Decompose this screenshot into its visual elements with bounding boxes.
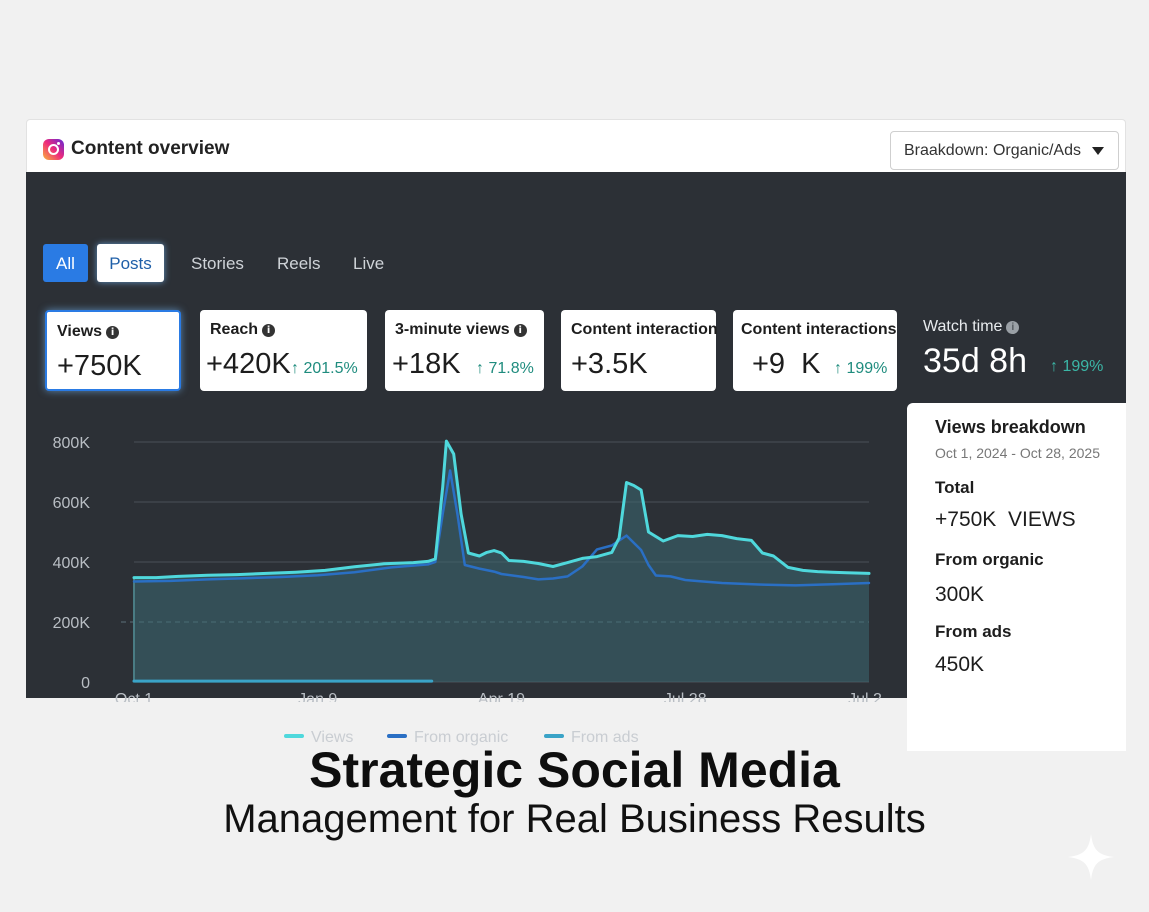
kpi-card-views[interactable]: Views i +750K [45, 310, 181, 391]
kpi-value: +9 K [752, 348, 821, 380]
x-tick-label: Apr 19 [478, 691, 525, 702]
kpi-delta: ↑ 71.8% [476, 360, 534, 377]
panel-header: Content overview Braakdown: Organic/Ads [26, 119, 1126, 172]
watch-time-value: 35d 8h [923, 342, 1027, 380]
tab-stories[interactable]: Stories [191, 254, 244, 273]
kpi-label: Reach i [210, 321, 276, 339]
total-value: +750K VIEWS [935, 508, 1076, 531]
headline: Strategic Social Media [309, 742, 840, 798]
kpi-value: +420K [206, 348, 291, 380]
dashboard-body: All Posts Stories Reels Live Views i +750… [26, 172, 1126, 751]
kpi-value: +3.5K [571, 348, 648, 380]
x-tick-label: Oct 1 [115, 691, 153, 702]
kpi-card-content-interaction[interactable]: Content interaction +3.5K [561, 310, 718, 391]
legend-swatch [544, 734, 564, 738]
from-ads-value: 450K [935, 653, 985, 676]
content-overview-panel: Content overview Braakdown: Organic/Ads … [26, 119, 1126, 751]
from-ads-label: From ads [935, 622, 1012, 641]
views-area [134, 441, 869, 682]
x-tick-label: Jul 28 [664, 691, 707, 702]
kpi-card-content-interactions[interactable]: Content interactions +9 K ↑ 199% [733, 310, 897, 391]
breakdown-date-range: Oct 1, 2024 - Oct 28, 2025 [935, 445, 1100, 461]
views-line-chart: 0 200K 400K 600K 800K Oct 1 Jan 9 Apr 19 Jul 28 J… [53, 435, 882, 702]
breakdown-dropdown[interactable]: Braakdown: Organic/Ads [890, 131, 1119, 170]
kpi-label: Content interaction [571, 321, 718, 338]
x-tick-label: Jan 9 [298, 691, 337, 702]
subline: Management for Real Business Results [223, 797, 926, 841]
total-label: Total [935, 478, 975, 497]
kpi-value: +750K [57, 350, 142, 382]
breakdown-dropdown-label: Braakdown: Organic/Ads [904, 142, 1081, 159]
from-organic-series-line [132, 469, 871, 587]
views-breakdown-card: Views breakdown Oct 1, 2024 - Oct 28, 20… [907, 403, 1126, 751]
breakdown-title: Views breakdown [935, 417, 1086, 437]
legend-swatch [387, 734, 407, 738]
kpi-value: +18K [392, 348, 461, 380]
panel-title: Content overview [71, 138, 230, 159]
from-organic-value: 300K [935, 583, 985, 606]
y-tick-label: 200K [53, 615, 91, 632]
watch-time-delta: ↑ 199% [1050, 358, 1104, 375]
legend-swatch [284, 734, 304, 738]
kpi-label: Content interactions [741, 321, 897, 338]
y-tick-label: 400K [53, 555, 91, 572]
kpi-label: Views i [57, 323, 120, 341]
sparkle-icon [1068, 834, 1114, 880]
from-organic-label: From organic [935, 550, 1044, 569]
tab-reels[interactable]: Reels [277, 254, 321, 273]
chevron-down-icon [1092, 147, 1104, 155]
y-tick-label: 600K [53, 495, 91, 512]
kpi-label: 3-minute views i [395, 321, 527, 339]
kpi-card-reach[interactable]: Reach i +420K ↑ 201.5% [200, 310, 367, 391]
x-tick-label: Jul 2 [848, 691, 882, 702]
legend-item-from-ads[interactable]: From ads [544, 729, 639, 747]
y-tick-label: 800K [53, 435, 91, 452]
info-icon[interactable]: i [262, 324, 276, 337]
y-tick-label: 0 [81, 675, 90, 692]
kpi-delta: ↑ 201.5% [291, 360, 358, 377]
tab-posts[interactable]: Posts [97, 244, 164, 282]
kpi-delta: ↑ 199% [834, 360, 888, 377]
tab-all[interactable]: All [43, 244, 88, 282]
legend-item-from-organic[interactable]: From organic [387, 729, 508, 747]
kpi-card-3-minute-views[interactable]: 3-minute views i +18K ↑ 71.8% [385, 310, 544, 391]
info-icon[interactable]: i [1006, 321, 1020, 334]
info-icon[interactable]: i [106, 326, 120, 339]
watch-time-label: Watch time i [923, 318, 1020, 336]
legend-item-views[interactable]: Views [284, 729, 353, 747]
info-icon[interactable]: i [513, 324, 527, 337]
views-series-line [132, 439, 871, 580]
instagram-icon [43, 139, 64, 160]
tab-live[interactable]: Live [353, 254, 385, 273]
